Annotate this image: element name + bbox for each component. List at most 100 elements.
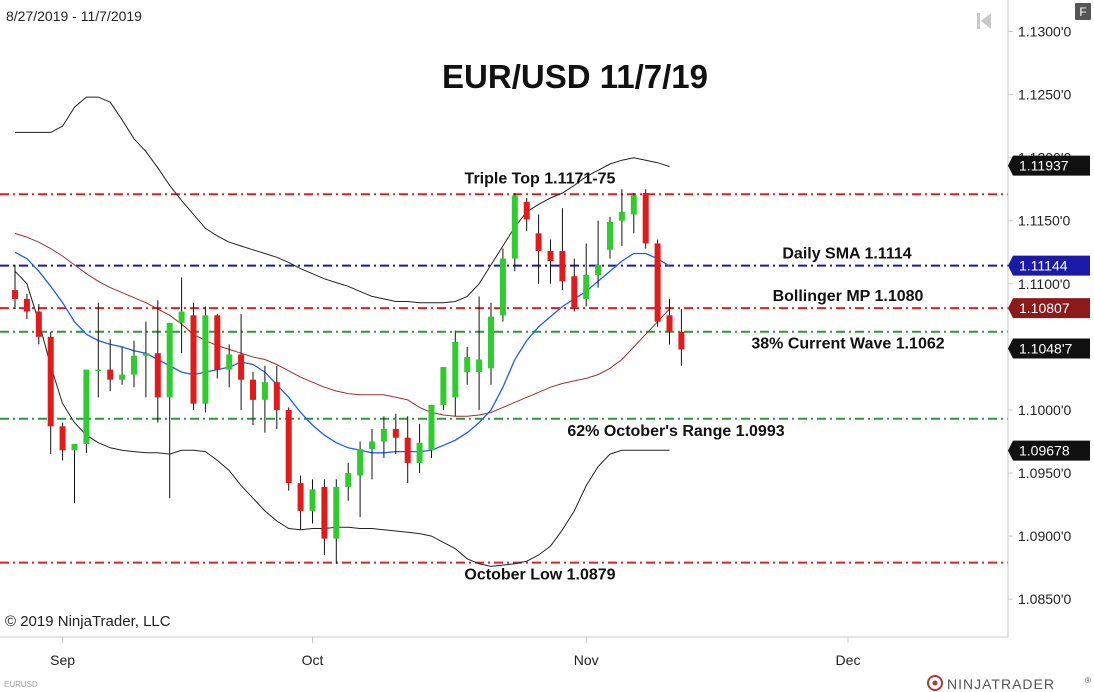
price-tick-label: 1.0950'0 xyxy=(1018,465,1071,481)
candle-body xyxy=(166,322,173,398)
candle xyxy=(404,416,411,484)
float-button[interactable]: F xyxy=(1075,3,1091,20)
candle-body xyxy=(35,311,42,337)
candle-body xyxy=(488,316,494,369)
candle xyxy=(35,303,42,345)
candle-body xyxy=(511,195,518,259)
candle-body xyxy=(595,264,602,275)
candle xyxy=(154,300,161,423)
candle xyxy=(630,192,637,234)
candle xyxy=(464,346,471,385)
candle-body xyxy=(464,356,471,373)
candle-body xyxy=(392,428,399,438)
bollinger-mid-line xyxy=(14,232,670,417)
candle xyxy=(333,479,340,564)
level-label-october-low: October Low 1.0879 xyxy=(464,567,615,584)
ninjatrader-logo: NINJATRADER ® xyxy=(927,675,1091,692)
candle xyxy=(107,339,114,392)
candle xyxy=(202,306,209,413)
sma-line xyxy=(14,251,670,454)
candle-body xyxy=(321,486,328,539)
level-label-october-range: 62% October's Range 1.0993 xyxy=(567,423,784,440)
candle xyxy=(547,239,554,284)
candle-body xyxy=(523,201,530,220)
ninjatrader-logo-icon xyxy=(927,675,943,691)
candle-body xyxy=(95,369,102,372)
price-badge-shape xyxy=(1008,255,1090,276)
ninjatrader-logo-icon-center xyxy=(932,680,938,686)
candle xyxy=(238,314,245,410)
candle xyxy=(428,404,435,458)
candle-body xyxy=(71,444,78,451)
candle xyxy=(309,479,316,524)
candle xyxy=(261,365,268,433)
candle xyxy=(380,416,387,458)
candle xyxy=(499,248,506,322)
candle xyxy=(47,331,54,455)
scroll-start-button[interactable] xyxy=(972,8,994,34)
price-tick-label: 1.1100'0 xyxy=(1018,276,1070,292)
candle xyxy=(12,264,18,310)
time-tick-label: Oct xyxy=(302,652,324,668)
candle-body xyxy=(47,336,54,427)
candle-body xyxy=(642,192,649,244)
candle-body xyxy=(297,483,304,511)
candle xyxy=(392,413,399,455)
float-button-label: F xyxy=(1079,5,1086,19)
candle xyxy=(357,441,364,518)
price-badge-label: 1.11144 xyxy=(1019,258,1068,274)
time-tick-label: Dec xyxy=(836,652,861,668)
candle-body xyxy=(119,374,126,380)
candle-body xyxy=(416,442,423,463)
bollinger-upper-line xyxy=(15,96,670,304)
instrument-code: EURUSD xyxy=(4,680,38,689)
copyright-text: © 2019 NinjaTrader, LLC xyxy=(5,613,171,630)
plot-area: Triple Top 1.1171-75 Daily SMA 1.1114 Boll… xyxy=(0,96,1008,584)
candle-body xyxy=(476,359,483,373)
level-label-triple-top: Triple Top 1.1171-75 xyxy=(465,170,616,187)
candle xyxy=(226,344,233,388)
candle-body xyxy=(583,274,590,299)
time-tick-label: Sep xyxy=(50,652,75,668)
candle-body xyxy=(190,315,197,404)
candle xyxy=(166,322,173,499)
candle xyxy=(666,298,673,345)
level-label-current-wave: 38% Current Wave 1.1062 xyxy=(751,336,944,353)
candle xyxy=(440,367,447,410)
candle xyxy=(654,239,661,327)
badge-sma: 1.11144 xyxy=(1008,255,1090,276)
price-tick-label: 1.0850'0 xyxy=(1018,591,1071,607)
badge-mid: 1.10807 xyxy=(1008,298,1090,319)
candle-body xyxy=(83,369,90,445)
badge-upper: 1.11937 xyxy=(1008,155,1090,176)
candle-body xyxy=(678,331,685,350)
candle xyxy=(285,407,292,491)
date-range: 8/27/2019 - 11/7/2019 xyxy=(6,8,142,24)
price-badge-label: 1.10807 xyxy=(1019,300,1070,316)
candle xyxy=(452,330,459,417)
candle xyxy=(214,314,221,379)
price-tick-label: 1.1000'0 xyxy=(1018,402,1071,418)
chart-title: EUR/USD 11/7/19 xyxy=(442,58,708,95)
candle xyxy=(523,198,530,231)
candle xyxy=(273,365,280,429)
candle-body xyxy=(261,382,268,400)
candle xyxy=(178,277,185,354)
time-tick-label: Nov xyxy=(574,652,599,668)
candle-body xyxy=(380,428,387,442)
candle xyxy=(297,475,304,530)
candle-body xyxy=(499,258,506,316)
candle-body xyxy=(440,367,447,405)
candle-body xyxy=(357,449,364,476)
candle-body xyxy=(23,298,30,312)
level-label-bollinger-mp: Bollinger MP 1.1080 xyxy=(773,288,924,305)
candle-body xyxy=(285,409,292,484)
candle xyxy=(678,309,685,366)
candle xyxy=(595,220,602,288)
candle xyxy=(95,302,102,398)
candle-body xyxy=(607,222,613,250)
candle xyxy=(119,346,126,385)
price-badges: 1.11937 1.11144 1.10807 1.1048'7 1.09678 xyxy=(1008,155,1090,461)
candle xyxy=(321,479,328,556)
